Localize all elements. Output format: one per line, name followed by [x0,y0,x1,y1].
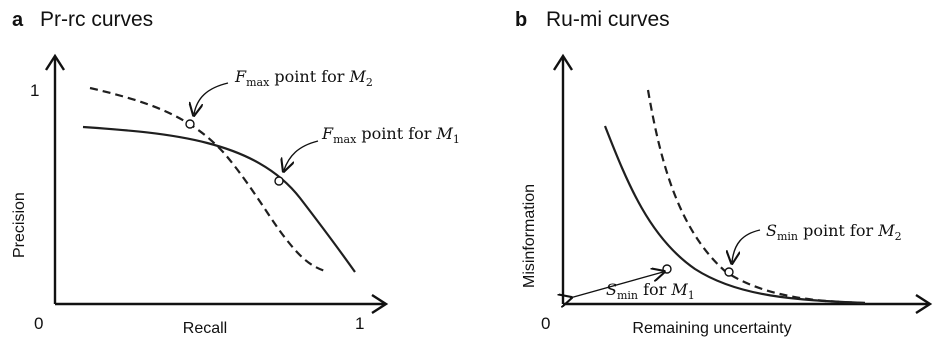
panel-a-x-tick-1: 1 [355,314,364,333]
panel-a-fmax-point-m1 [274,176,284,186]
panel-a-curve-m2 [89,86,326,273]
panel-b-title: Ru-mi curves [546,8,670,31]
panel-a-annotation-arrow-m2 [194,82,229,114]
panel-a-y-axis-arrow [44,53,66,71]
panel-b-annotation-m2: Smin point for M2 [766,221,902,243]
panel-a-annotation-arrow-m1 [284,140,319,170]
panel-b-x-tick-0: 0 [541,314,550,333]
panel-b-y-axis-label: Misinformation [521,184,538,288]
panel-a-y-axis-label: Precision [11,192,28,258]
panel-b-annotation-m1: Smin for M1 [606,280,695,302]
panel-b-smin-distance-arrow [570,272,663,298]
panel-a-annotation-m2: Fmax point for M2 [234,67,373,89]
panel-b-annotation-arrow-m2 [732,229,761,262]
panel-b-x-axis-arrow [915,293,933,315]
panel-b-smin-point-m2 [724,267,734,277]
panel-b: b Ru-mi curves 0 Misinformation Remainin… [515,8,933,337]
panel-b-curve-m2 [646,89,869,305]
panel-a-title: Pr-rc curves [40,8,153,31]
panel-a-fmax-point-m2 [185,119,195,129]
panel-a-x-tick-0: 0 [34,314,43,333]
panel-a-y-tick-1: 1 [30,81,39,100]
panel-a: a Pr-rc curves 1 0 1 Precision Recall Fm… [11,8,460,337]
panel-a-annotation-m1: Fmax point for M1 [321,124,460,146]
panel-b-y-axis-arrow [552,53,574,71]
panel-a-x-axis-label: Recall [183,320,227,337]
panel-a-letter: a [12,9,24,31]
panel-b-letter: b [515,9,527,31]
panel-a-x-axis-arrow [371,293,389,315]
panel-b-x-axis-label: Remaining uncertainty [632,320,791,337]
panel-b-smin-point-m1 [662,264,672,274]
